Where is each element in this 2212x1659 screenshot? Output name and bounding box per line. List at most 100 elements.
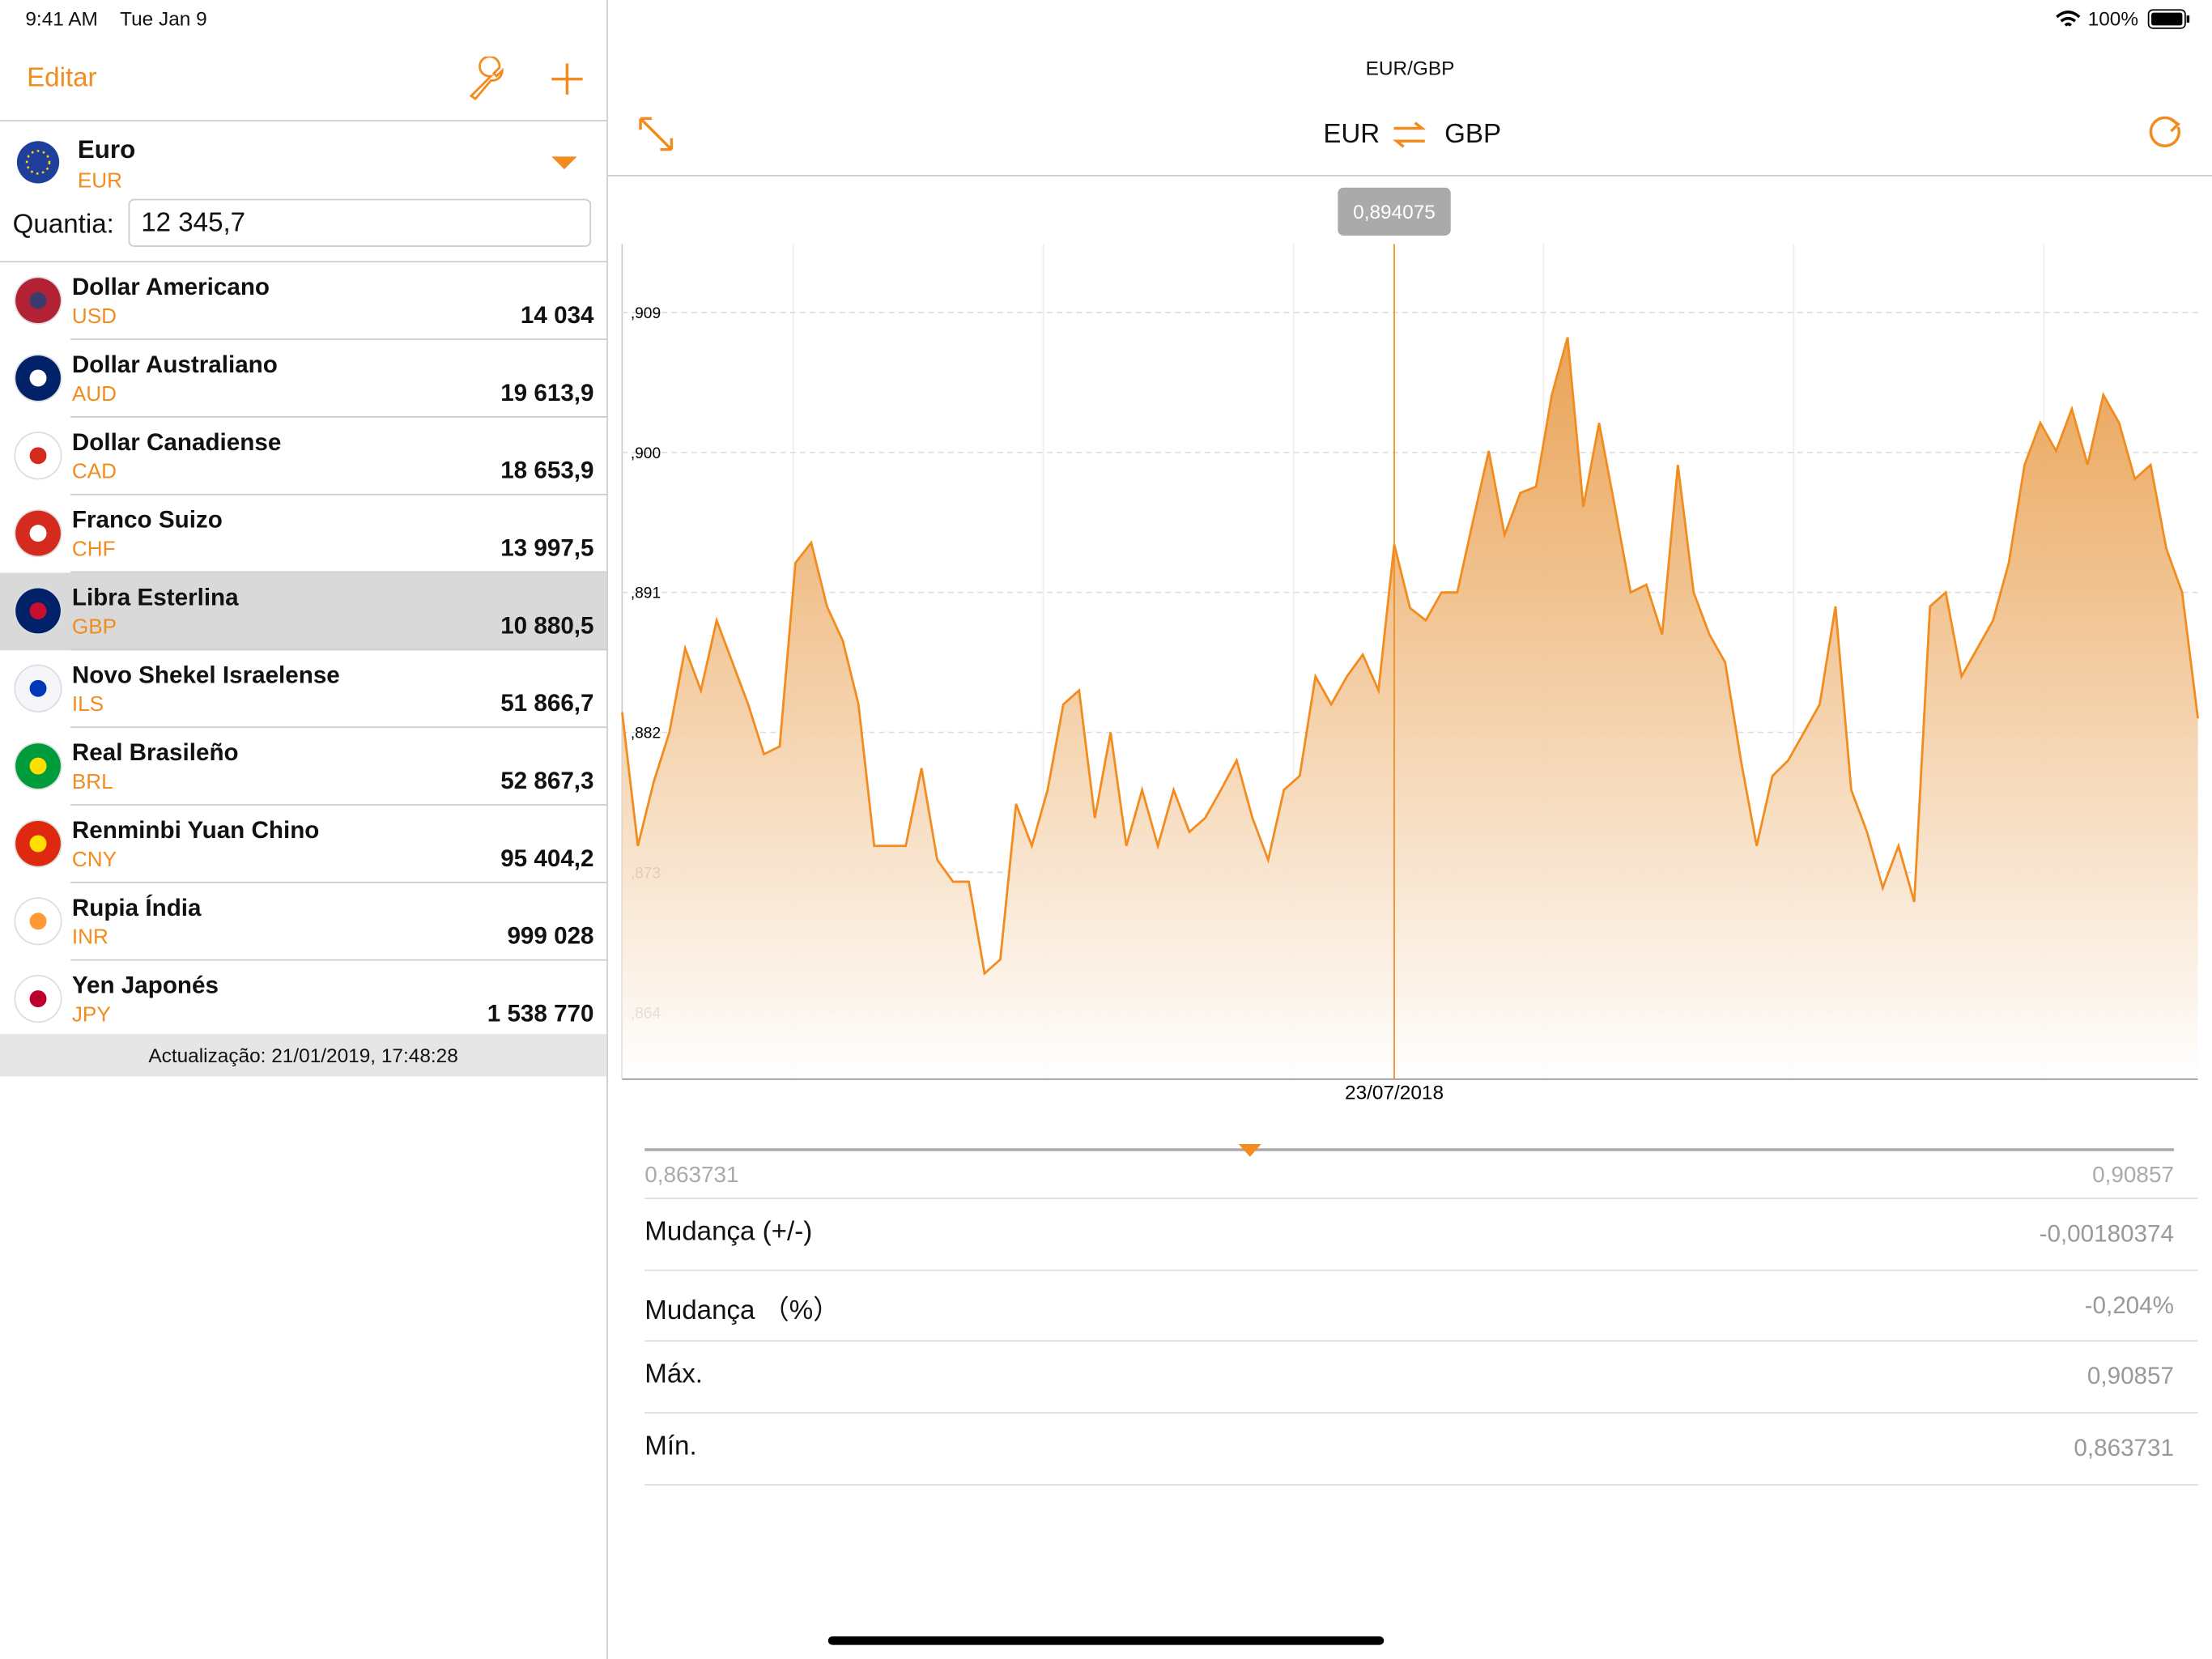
- status-date: Tue Jan 9: [120, 6, 207, 30]
- y-tick-label: ,882: [631, 725, 661, 742]
- stat-label: Mudança (+/-): [644, 1217, 813, 1248]
- currency-name: Franco Suizo: [71, 506, 223, 534]
- flag-mark: [29, 835, 47, 853]
- currency-row[interactable]: [0, 572, 607, 651]
- currency-value: 18 653,9: [500, 457, 594, 484]
- flag: [15, 510, 61, 556]
- amount-label: Quantia:: [12, 210, 114, 240]
- separator: [607, 175, 2212, 177]
- separator: [644, 1197, 2198, 1199]
- flag: [15, 743, 61, 789]
- stat-value: 0,90857: [2087, 1363, 2174, 1390]
- currency-code: USD: [71, 304, 117, 329]
- currency-code: INR: [71, 925, 108, 950]
- stat-value: -0,204%: [2084, 1291, 2174, 1319]
- flag-mark: [29, 447, 47, 465]
- currency-name: Dollar Canadiense: [71, 428, 282, 456]
- settings-icon[interactable]: [469, 56, 504, 100]
- status-time: 9:41 AM: [25, 6, 98, 30]
- expand-icon[interactable]: [639, 117, 674, 151]
- currency-value: 999 028: [507, 922, 594, 950]
- euro-flag: [16, 141, 60, 184]
- area: [622, 337, 2198, 1079]
- swap-icon[interactable]: [1392, 121, 1427, 148]
- flag: [15, 898, 61, 944]
- currency-name: Dollar Australiano: [71, 351, 278, 378]
- add-icon[interactable]: [551, 63, 583, 95]
- stat-label: Mín.: [644, 1431, 697, 1461]
- currency-name: Yen Japonés: [71, 972, 219, 999]
- separator: [70, 726, 607, 729]
- separator: [0, 261, 607, 263]
- currency-name: Renminbi Yuan Chino: [71, 816, 320, 844]
- base-code: EUR: [77, 169, 123, 194]
- currency-code: BRL: [71, 770, 113, 794]
- stat-label: Máx.: [644, 1359, 704, 1390]
- stat-value: -0,00180374: [2039, 1220, 2174, 1248]
- currency-value: 19 613,9: [500, 379, 594, 406]
- stat-value: 0,863731: [2074, 1434, 2174, 1461]
- slider-thumb[interactable]: [1237, 1142, 1262, 1159]
- currency-code: ILS: [71, 692, 104, 717]
- base-name: Euro: [77, 135, 136, 164]
- separator: [70, 881, 607, 883]
- y-tick-label: ,909: [631, 305, 661, 322]
- flag-mark: [29, 990, 47, 1008]
- currency-value: 1 538 770: [487, 1000, 594, 1027]
- flag-mark: [29, 525, 47, 542]
- separator: [70, 649, 607, 651]
- range-slider[interactable]: [644, 1148, 2174, 1151]
- amount-input[interactable]: 12 345,7: [128, 198, 592, 247]
- currency-value: 51 866,7: [500, 690, 594, 717]
- currency-value: 14 034: [520, 301, 594, 329]
- currency-code: GBP: [71, 615, 117, 640]
- separator: [70, 959, 607, 961]
- flag-mark: [29, 369, 47, 387]
- flag-mark: [29, 912, 47, 930]
- flag-mark: [29, 602, 47, 619]
- separator: [644, 1269, 2198, 1270]
- flag: [15, 976, 61, 1022]
- currency-code: JPY: [71, 1002, 111, 1027]
- currency-code: CHF: [71, 537, 116, 562]
- refresh-icon[interactable]: [2149, 116, 2180, 147]
- flag: [15, 666, 61, 712]
- currency-name: Real Brasileño: [71, 738, 239, 767]
- x-tick-label: 23/07/2018: [1345, 1082, 1444, 1104]
- stat-label: Mudança （%）: [644, 1295, 840, 1325]
- flag: [15, 821, 61, 866]
- detail-icons: [639, 116, 2180, 151]
- to-code: GBP: [1444, 120, 1502, 150]
- separator: [644, 1483, 2198, 1485]
- home-indicator: [827, 1636, 1385, 1645]
- pair-title: EUR/GBP: [1365, 56, 1455, 79]
- range-min: 0,863731: [644, 1163, 739, 1189]
- battery-label: 100%: [2087, 6, 2139, 30]
- currency-name: Novo Shekel Israelense: [71, 661, 340, 689]
- currency-code: CAD: [71, 460, 117, 484]
- separator: [644, 1340, 2198, 1342]
- line: [620, 337, 2199, 976]
- dropdown-icon[interactable]: [551, 155, 579, 172]
- separator: [70, 493, 607, 496]
- currency-code: AUD: [71, 382, 117, 406]
- toolbar-icons: [469, 56, 583, 100]
- flag-mark: [29, 679, 47, 697]
- separator: [644, 1411, 2198, 1413]
- currency-value: 52 867,3: [500, 767, 594, 794]
- divider: [606, 0, 608, 1659]
- currency-name: Rupia Índia: [71, 894, 202, 921]
- currency-value: 95 404,2: [500, 844, 594, 872]
- from-code: EUR: [1323, 120, 1380, 150]
- y-tick-label: ,891: [631, 585, 661, 602]
- edit-button[interactable]: Editar: [27, 63, 97, 93]
- tooltip: [1338, 187, 1451, 236]
- y-tick-label: ,900: [631, 445, 661, 462]
- flag: [15, 432, 61, 479]
- flag: [15, 355, 61, 401]
- separator: [0, 120, 607, 121]
- currency-value: 13 997,5: [500, 534, 594, 562]
